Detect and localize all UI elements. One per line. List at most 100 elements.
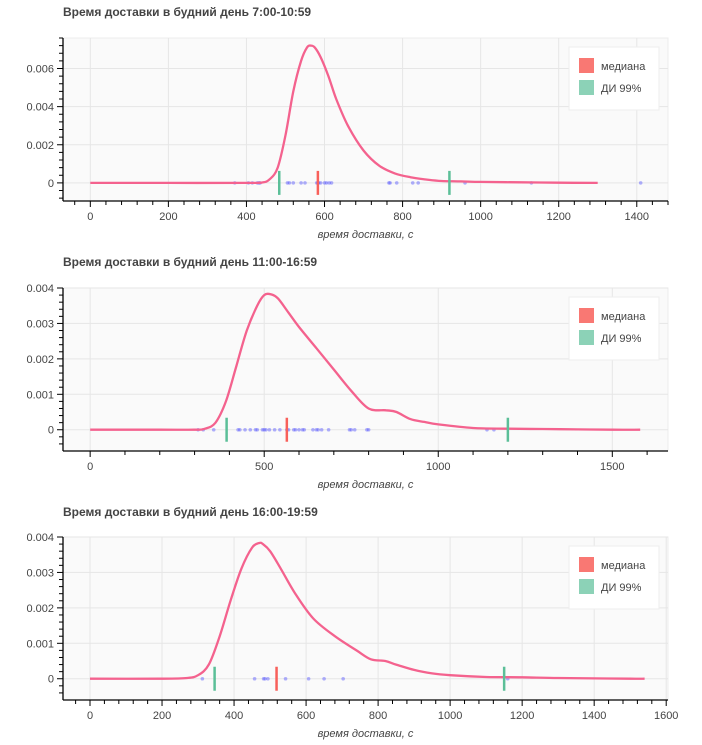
data-point <box>236 427 240 432</box>
chart-title: Время доставки в будний день 7:00-10:59 <box>63 5 312 19</box>
data-point <box>201 427 206 432</box>
kde-curve <box>90 44 598 185</box>
data-point <box>291 427 296 432</box>
data-point <box>248 427 253 432</box>
data-point <box>388 181 392 185</box>
y-tick-label: 0.003 <box>26 318 54 330</box>
x-tick-label: 0 <box>87 461 93 473</box>
y-tick-label: 0.004 <box>26 283 54 295</box>
y-tick-label: 0 <box>48 674 54 686</box>
x-tick-label: 200 <box>153 710 171 722</box>
x-tick-label: 1600 <box>654 710 678 722</box>
data-point <box>311 427 315 432</box>
data-point <box>232 181 237 185</box>
data-point <box>272 427 277 432</box>
data-point <box>255 427 260 432</box>
x-axis-label: время доставки, с <box>318 229 414 241</box>
data-point <box>283 676 288 681</box>
legend-label-ci: ДИ 99% <box>601 582 642 594</box>
legend-label-median: медиана <box>601 560 646 572</box>
x-tick-label: 0 <box>87 211 93 223</box>
data-point <box>286 427 291 432</box>
y-tick-label: 0.001 <box>26 389 54 401</box>
x-tick-label: 1400 <box>582 710 606 722</box>
legend-box <box>568 545 660 610</box>
y-tick-label: 0.002 <box>26 140 54 152</box>
data-point <box>329 181 334 185</box>
data-point <box>410 181 415 185</box>
data-point <box>306 676 311 681</box>
x-tick-label: 1500 <box>600 461 624 473</box>
legend-box <box>568 296 660 361</box>
x-tick-label: 500 <box>255 461 273 473</box>
y-tick-label: 0.002 <box>26 354 54 366</box>
data-point <box>255 181 260 185</box>
data-point <box>316 181 321 185</box>
plot-area <box>62 37 669 202</box>
y-tick-label: 0 <box>48 425 54 437</box>
x-tick-label: 0 <box>87 710 93 722</box>
data-point <box>262 427 267 432</box>
plot-area <box>62 536 669 701</box>
legend-swatch-median <box>579 308 594 323</box>
x-tick-label: 600 <box>297 710 315 722</box>
data-point <box>416 181 420 185</box>
x-tick-label: 1400 <box>625 211 649 223</box>
data-point <box>257 181 261 185</box>
data-point <box>287 181 292 185</box>
y-tick-label: 0.006 <box>26 64 54 76</box>
chart-title: Время доставки в будний день 11:00-16:59 <box>63 255 318 269</box>
legend-swatch-ci <box>579 330 594 345</box>
legend-swatch-median <box>579 58 594 73</box>
data-point <box>302 427 307 432</box>
data-point <box>252 676 257 681</box>
data-point <box>324 181 329 185</box>
data-point <box>260 427 265 432</box>
x-tick-label: 1000 <box>426 461 450 473</box>
x-tick-label: 1200 <box>510 710 534 722</box>
legend-label-ci: ДИ 99% <box>601 83 642 95</box>
data-point <box>326 427 331 432</box>
data-point <box>638 181 643 185</box>
x-tick-label: 400 <box>237 211 255 223</box>
data-point <box>261 676 266 681</box>
x-axis-label: время доставки, с <box>318 479 414 491</box>
data-point <box>291 181 296 185</box>
data-point <box>314 427 319 432</box>
legend-label-median: медиана <box>601 61 646 73</box>
data-point <box>264 427 268 432</box>
y-tick-label: 0 <box>48 178 54 190</box>
data-point <box>200 676 205 681</box>
data-point <box>529 181 534 185</box>
x-tick-label: 600 <box>315 211 333 223</box>
x-tick-label: 800 <box>393 211 411 223</box>
data-point <box>297 427 301 432</box>
kde-curve <box>89 541 645 680</box>
data-point <box>300 427 305 432</box>
data-point <box>322 181 327 185</box>
data-point <box>303 181 307 185</box>
data-point <box>285 181 290 185</box>
data-point <box>347 427 352 432</box>
x-tick-label: 1000 <box>438 710 462 722</box>
x-tick-label: 1200 <box>546 211 570 223</box>
data-point <box>238 427 242 432</box>
data-point <box>352 427 357 432</box>
data-point <box>299 181 303 185</box>
y-tick-label: 0.004 <box>26 532 54 544</box>
data-point <box>485 427 489 432</box>
data-point <box>278 427 282 432</box>
chart-title: Время доставки в будний день 16:00-19:59 <box>63 505 318 519</box>
data-point <box>394 181 399 185</box>
x-tick-label: 1000 <box>468 211 492 223</box>
legend-swatch-ci <box>579 579 594 594</box>
data-point <box>366 427 371 432</box>
data-point <box>492 427 496 432</box>
data-point <box>211 427 216 432</box>
legend-label-median: медиана <box>601 311 646 323</box>
